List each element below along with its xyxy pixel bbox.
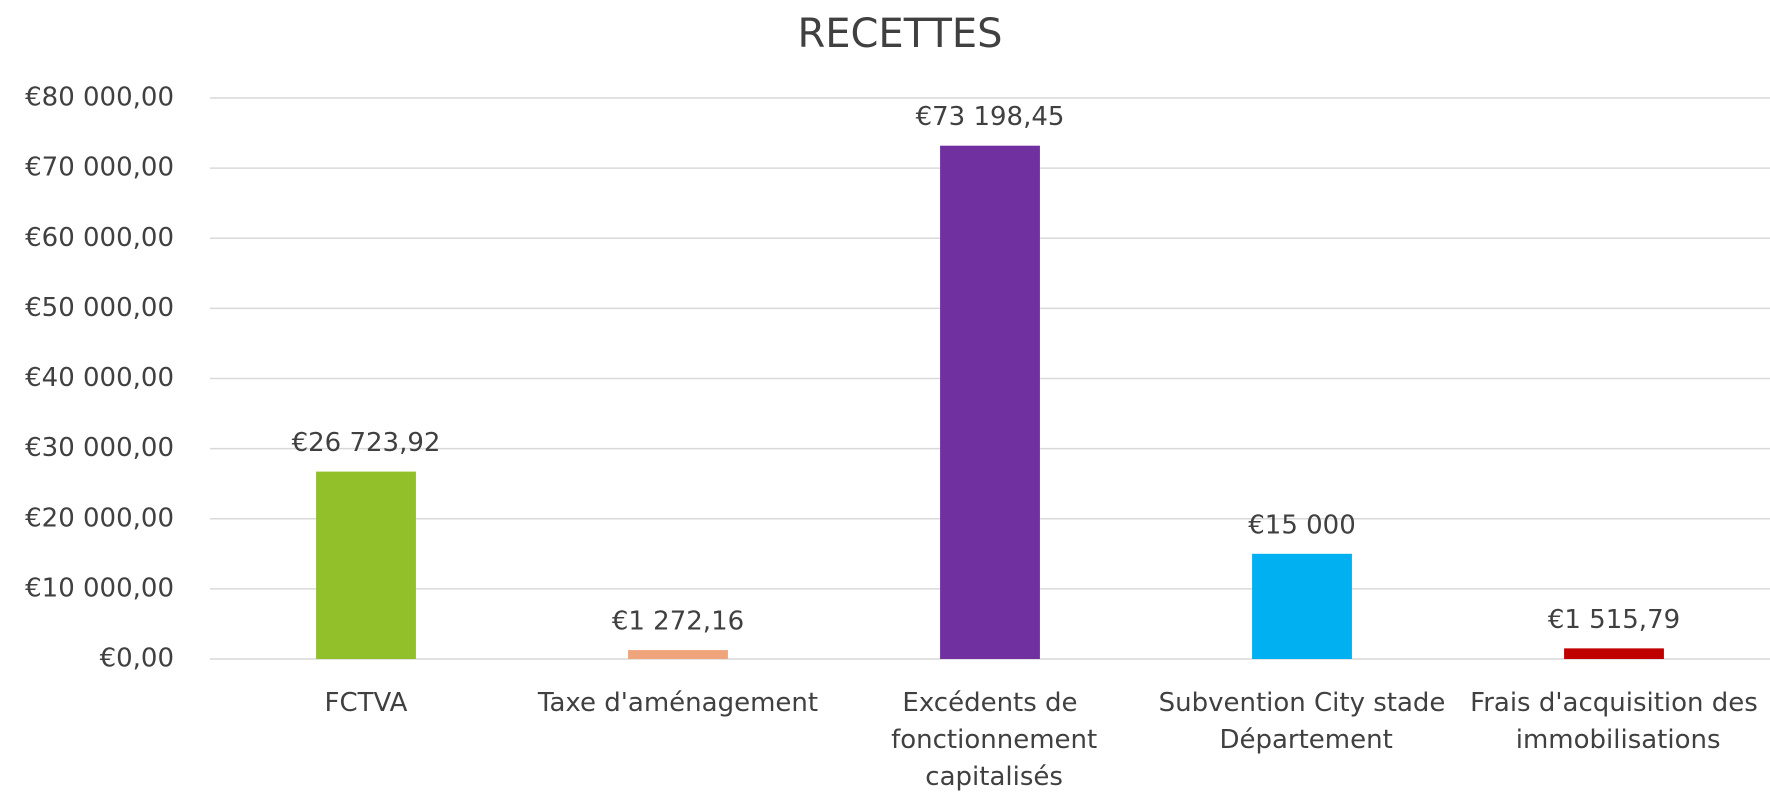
y-tick-label: €30 000,00 bbox=[25, 433, 174, 463]
x-tick-label: Excédents de fonctionnement capitalisés bbox=[883, 688, 1097, 792]
y-tick-label: €10 000,00 bbox=[25, 573, 174, 603]
x-tick-label: FCTVA bbox=[325, 688, 408, 718]
bar bbox=[1564, 648, 1664, 659]
x-tick-label: Taxe d'aménagement bbox=[537, 688, 818, 718]
data-label: €1 515,79 bbox=[1548, 605, 1680, 635]
y-tick-label: €0,00 bbox=[100, 644, 174, 674]
data-label: €1 272,16 bbox=[612, 607, 744, 637]
bar bbox=[1252, 553, 1352, 659]
y-tick-label: €40 000,00 bbox=[25, 363, 174, 393]
bar bbox=[316, 471, 416, 659]
y-tick-label: €20 000,00 bbox=[25, 503, 174, 533]
x-tick-label: Subvention City stade Département bbox=[1159, 688, 1446, 755]
bar bbox=[628, 650, 728, 659]
data-label: €15 000 bbox=[1248, 510, 1356, 540]
y-tick-label: €50 000,00 bbox=[25, 293, 174, 323]
chart-title: RECETTES bbox=[797, 11, 1002, 57]
bar bbox=[940, 145, 1040, 659]
y-tick-label: €80 000,00 bbox=[25, 83, 174, 113]
data-label: €26 723,92 bbox=[292, 428, 441, 458]
data-label: €73 198,45 bbox=[916, 102, 1065, 132]
x-tick-label: Frais d'acquisition des immobilisations bbox=[1470, 688, 1758, 755]
y-tick-label: €60 000,00 bbox=[25, 223, 174, 253]
y-tick-label: €70 000,00 bbox=[25, 153, 174, 183]
